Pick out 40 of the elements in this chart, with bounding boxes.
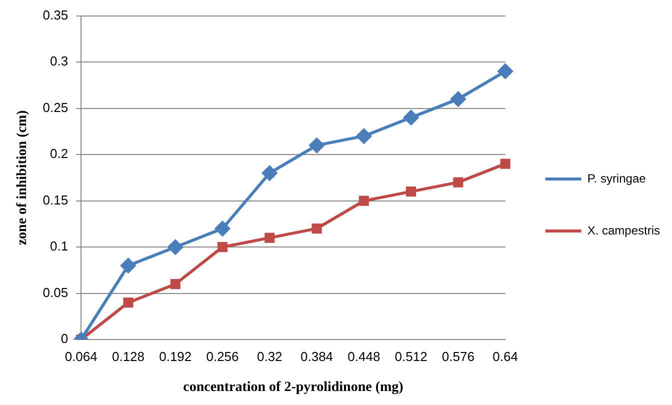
point (450, 92, 466, 107)
y-axis-title: zone of inhibition (cm) (15, 110, 30, 246)
y-tick-label: 0.2 (50, 146, 68, 162)
x-tick-label: 0.192 (159, 348, 192, 364)
point (404, 110, 419, 126)
y-tick-label: 0.3 (50, 54, 68, 69)
y-tick-label: 0.05 (42, 284, 68, 300)
point (453, 177, 464, 188)
x-tick-label: 0.064 (64, 348, 98, 364)
point (358, 196, 369, 206)
y-tick-label: 0.15 (42, 192, 68, 208)
x-tick-label: 0.512 (394, 348, 428, 364)
y-tick-label: 0.1 (50, 238, 68, 254)
y-tick-label: 0.35 (42, 7, 68, 22)
point (170, 279, 180, 290)
x-axis-title: concentration of 2-pyrolidinone (mg) (183, 380, 404, 396)
x-tick-label: 0.32 (256, 348, 282, 364)
point (123, 298, 134, 308)
x-tick-label: 0.128 (112, 348, 145, 364)
legend-label: P. syringae (587, 171, 646, 186)
point (498, 64, 513, 79)
x-tick-label: 0.448 (348, 348, 380, 364)
point (309, 138, 324, 153)
point (217, 242, 228, 252)
point (120, 258, 136, 274)
point (262, 166, 278, 181)
point (356, 128, 372, 144)
x-tick-label: 0.384 (300, 348, 334, 364)
x-tick-label: 0.64 (492, 348, 518, 364)
point (215, 221, 230, 236)
point (406, 186, 416, 197)
y-tick-label: 0 (60, 331, 68, 346)
point (168, 240, 183, 255)
y-tick-label: 0.25 (42, 100, 68, 115)
x-tick-label: 0.256 (206, 348, 239, 364)
point (264, 232, 275, 243)
x-tick-label: 0.576 (442, 348, 474, 364)
legend-label: X. campestris (587, 223, 660, 238)
point (500, 158, 510, 169)
point (312, 224, 322, 234)
